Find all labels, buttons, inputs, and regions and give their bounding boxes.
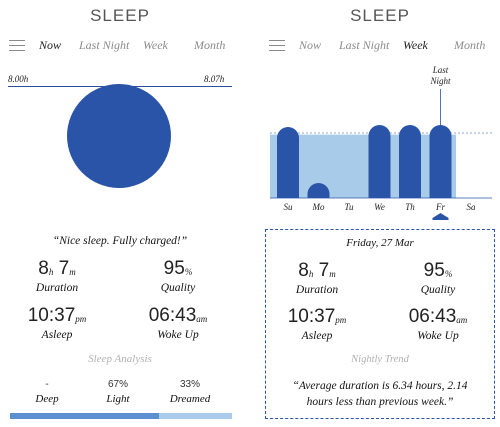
now-panel: SLEEP Now Last Night Week Month 8.00h 8.…: [0, 0, 240, 427]
tick-label-su: Su: [284, 202, 294, 212]
asleep-stat: 10:37pm Asleep: [267, 306, 367, 342]
tab-last-night[interactable]: Last Night: [339, 38, 390, 52]
tab-week[interactable]: Week: [143, 38, 168, 52]
quality-label: Quality: [420, 284, 456, 296]
tab-now[interactable]: Now: [299, 38, 322, 52]
light-label: Light: [106, 393, 130, 405]
quality-stat: 95% Quality: [388, 260, 488, 296]
dreamed-value: 33%: [179, 379, 200, 390]
asleep-label: Asleep: [41, 329, 73, 341]
nightly-trend-title: Nightly Trend: [351, 354, 409, 365]
hamburger-menu-icon[interactable]: [9, 40, 25, 52]
sleep-analysis-title: Sleep Analysis: [88, 353, 152, 365]
phase-segment-light: [10, 413, 159, 419]
bar-th: [399, 125, 421, 198]
nightly-trend-text: “Average duration is 6.34 hours, 2.14 ho…: [292, 380, 468, 408]
hamburger-menu-icon[interactable]: [269, 40, 285, 52]
tick-label-sa: Sa: [467, 202, 477, 212]
analysis-deep: - Deep: [12, 379, 82, 405]
analysis-light: 67% Light: [83, 379, 153, 405]
duration-value: 8h 7m: [38, 258, 76, 279]
scale-start-label: 8.00h: [8, 74, 29, 84]
phase-segment-dreamed: [159, 413, 232, 419]
tab-week[interactable]: Week: [403, 38, 428, 52]
tab-now[interactable]: Now: [39, 38, 62, 52]
tick-label-fr: Fr: [435, 202, 445, 212]
analysis-dreamed: 33% Dreamed: [155, 379, 225, 405]
tick-label-tu: Tu: [344, 202, 354, 212]
sleep-score-circle: [67, 84, 171, 188]
woke-label: Woke Up: [417, 330, 459, 342]
asleep-value: 10:37pm: [27, 305, 87, 326]
night-detail-card: [265, 229, 495, 419]
annotation-last-night-0: Last: [432, 65, 449, 75]
asleep-label: Asleep: [301, 330, 333, 342]
tab-month[interactable]: Month: [194, 38, 226, 52]
duration-label: Duration: [295, 284, 339, 296]
tab-month[interactable]: Month: [454, 38, 486, 52]
tick-label-mo: Mo: [312, 202, 325, 212]
woke-label: Woke Up: [157, 329, 199, 341]
duration-label: Duration: [35, 282, 79, 294]
woke-value: 06:43am: [408, 306, 468, 327]
woke-stat: 06:43am Woke Up: [388, 306, 488, 342]
quality-value: 95%: [163, 258, 193, 279]
quality-value: 95%: [423, 260, 453, 281]
woke-value: 06:43am: [148, 305, 208, 326]
sleep-quote: “Nice sleep. Fully charged!”: [52, 235, 188, 247]
duration-value: 8h 7m: [298, 260, 336, 281]
quality-label: Quality: [160, 282, 196, 294]
duration-stat: 8h 7m Duration: [7, 258, 107, 294]
light-value: 67%: [107, 379, 128, 390]
tick-label-th: Th: [405, 202, 415, 212]
scale-end-label: 8.07h: [204, 74, 225, 84]
quality-stat: 95% Quality: [128, 258, 228, 294]
app-title: SLEEP: [350, 6, 410, 25]
average-band: [270, 134, 456, 198]
asleep-value: 10:37pm: [287, 306, 347, 327]
tick-label-we: We: [374, 202, 385, 212]
deep-value: -: [45, 379, 49, 390]
tab-last-night[interactable]: Last Night: [79, 38, 130, 52]
deep-label: Deep: [35, 393, 59, 405]
app-title: SLEEP: [90, 6, 150, 25]
selected-handle: [432, 213, 449, 220]
bar-su: [277, 127, 299, 198]
sleep-phase-bar: [10, 413, 232, 419]
bar-we: [368, 125, 391, 198]
dreamed-label: Dreamed: [169, 393, 211, 405]
selected-date: Friday, 27 Mar: [346, 237, 414, 249]
asleep-stat: 10:37pm Asleep: [7, 305, 107, 341]
bar-mo: [307, 183, 330, 198]
woke-stat: 06:43am Woke Up: [128, 305, 228, 341]
duration-stat: 8h 7m Duration: [267, 260, 367, 296]
annotation-last-night-1: Night: [429, 76, 451, 86]
handle-arrow-icon: ↔: [437, 219, 444, 220]
week-panel: SLEEP Now Last Night Week Month Su Mo Tu We…: [260, 0, 500, 427]
